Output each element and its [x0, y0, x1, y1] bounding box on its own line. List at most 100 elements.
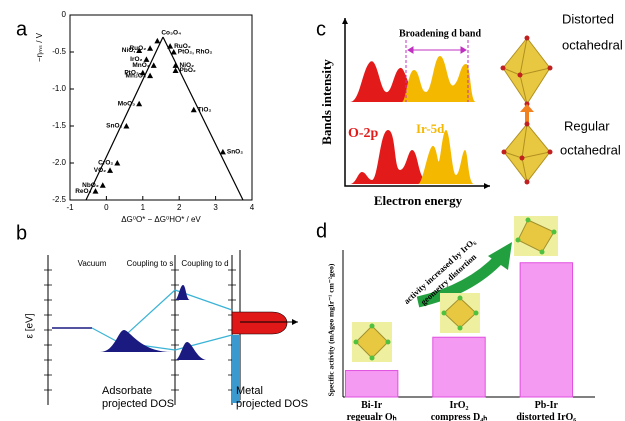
point-label: MoO₃ — [118, 101, 135, 108]
x-tick-label: 2 — [177, 203, 182, 212]
data-point — [114, 160, 121, 166]
data-point — [172, 67, 179, 73]
point-label: RuO₂ — [174, 43, 191, 50]
y-tick-label: -1.0 — [52, 84, 66, 93]
structure-icon — [352, 322, 392, 362]
y-tick-label: -2.0 — [52, 158, 66, 167]
axis-label: ε [eV] — [25, 313, 36, 338]
dos-label: projected DOS — [236, 398, 308, 410]
x-tick-label: Bi-Ir regeualr Oₕ — [347, 400, 397, 421]
axis-ticks — [44, 269, 236, 391]
bar — [519, 262, 574, 398]
structure-label: Distorted — [562, 11, 614, 26]
point-label: CrO₂ — [98, 160, 113, 167]
y-tick-label: -1.5 — [52, 121, 66, 130]
y-tick-label: -2.5 — [52, 195, 66, 204]
structure-icon — [440, 293, 480, 333]
o2p-band — [350, 61, 470, 102]
point-label: PbO₂ — [180, 67, 196, 74]
data-point — [219, 148, 226, 155]
bar — [344, 370, 399, 398]
panel-label: c — [316, 18, 326, 40]
band-label: Ir-5d — [416, 121, 445, 136]
panel-c: Broadening d band Bands intensity Electr… — [319, 11, 623, 208]
arrow-head — [292, 319, 298, 325]
data-point — [139, 69, 146, 76]
distorted-octahedron — [500, 35, 553, 107]
point-label: NiO, — [122, 47, 136, 54]
band-label: O-2p — [348, 126, 379, 141]
point-label: IrO₂ — [130, 56, 142, 63]
point-label: Mn₃O₄ — [126, 72, 147, 79]
data-point — [172, 62, 179, 68]
adsorbate-dos — [100, 330, 172, 352]
panel-label: a — [16, 18, 28, 40]
point-label: Co₃O₄ — [161, 30, 181, 37]
data-point — [136, 100, 143, 107]
structure-label: octahedral — [562, 37, 623, 52]
point-label: ReO₂ — [75, 188, 91, 195]
y-axis-label: −ηₘₛ / V — [35, 32, 44, 62]
structure-icon — [514, 216, 558, 256]
volcano-line — [85, 36, 164, 201]
data-point — [136, 47, 143, 54]
panel-d — [342, 216, 595, 398]
data-point — [99, 182, 106, 188]
data-point — [154, 37, 161, 44]
data-point — [167, 43, 174, 49]
arrow-head — [520, 104, 534, 112]
data-point — [143, 56, 150, 62]
point-label: NbO₂ — [82, 182, 99, 189]
trend-arrow — [416, 254, 505, 308]
axis-label: Bands intensity — [319, 59, 334, 145]
data-point — [92, 188, 99, 194]
plot-frame — [69, 14, 253, 201]
structure-label: octahedral — [560, 142, 621, 157]
data-point — [147, 45, 154, 51]
point-label: SnO₂ — [227, 149, 243, 156]
metal-sp-band — [232, 335, 240, 403]
y-axis-label: Specific activity (mAgeo mgIr⁻¹ cm⁻²geo) — [327, 263, 336, 396]
x-tick-label: Pb-Ir distorted IrO₆ — [516, 400, 576, 421]
column-label: Coupling to d — [181, 259, 228, 268]
data-point — [190, 106, 197, 113]
point-label: SnO₂ — [106, 123, 122, 130]
structure-label: Regular — [564, 118, 610, 133]
point-label: PtO₂, RhO₂ — [178, 49, 213, 56]
x-tick-label: 4 — [250, 203, 255, 212]
diagram-title: Broadening d band — [399, 28, 482, 39]
data-point — [150, 62, 157, 68]
dos-label: Adsorbate — [102, 385, 152, 397]
dos-label: projected DOS — [102, 398, 174, 410]
x-tick-label: 3 — [213, 203, 218, 212]
width-arrow — [407, 46, 467, 54]
arrow-head — [488, 242, 512, 270]
point-label: NiO₂ — [180, 62, 195, 69]
axis-label: Electron energy — [374, 193, 463, 208]
x-tick-label: -1 — [66, 203, 74, 212]
axes — [344, 18, 490, 187]
ir5d-band — [402, 56, 476, 102]
point-label: MnO₂ — [132, 62, 149, 69]
volcano-line — [162, 36, 244, 201]
y-tick-label: 0 — [62, 10, 67, 19]
point-label: TiO₂ — [198, 106, 212, 113]
y-tick-label: -0.5 — [52, 47, 66, 56]
bar — [432, 336, 486, 398]
data-point — [107, 167, 114, 173]
column-label: Vacuum — [78, 259, 107, 268]
panel-label: d — [316, 220, 327, 242]
point-label: VO₂ — [94, 167, 106, 174]
x-tick-label: 1 — [141, 203, 146, 212]
o2p-band — [350, 130, 470, 184]
data-point — [170, 49, 177, 55]
metal-d-band — [231, 311, 288, 335]
data-point — [147, 72, 154, 79]
point-label: PtO₂ — [124, 69, 139, 76]
point-label: RuO₂ — [129, 45, 146, 52]
x-tick-label: IrO₂ compress D₄ₕ — [431, 400, 488, 421]
x-tick-label: 0 — [104, 203, 109, 212]
x-axis-label: ΔG⁰O* − ΔG⁰HO* / eV — [121, 215, 201, 224]
coupling-lines — [91, 289, 233, 351]
regular-octahedron — [501, 121, 553, 185]
